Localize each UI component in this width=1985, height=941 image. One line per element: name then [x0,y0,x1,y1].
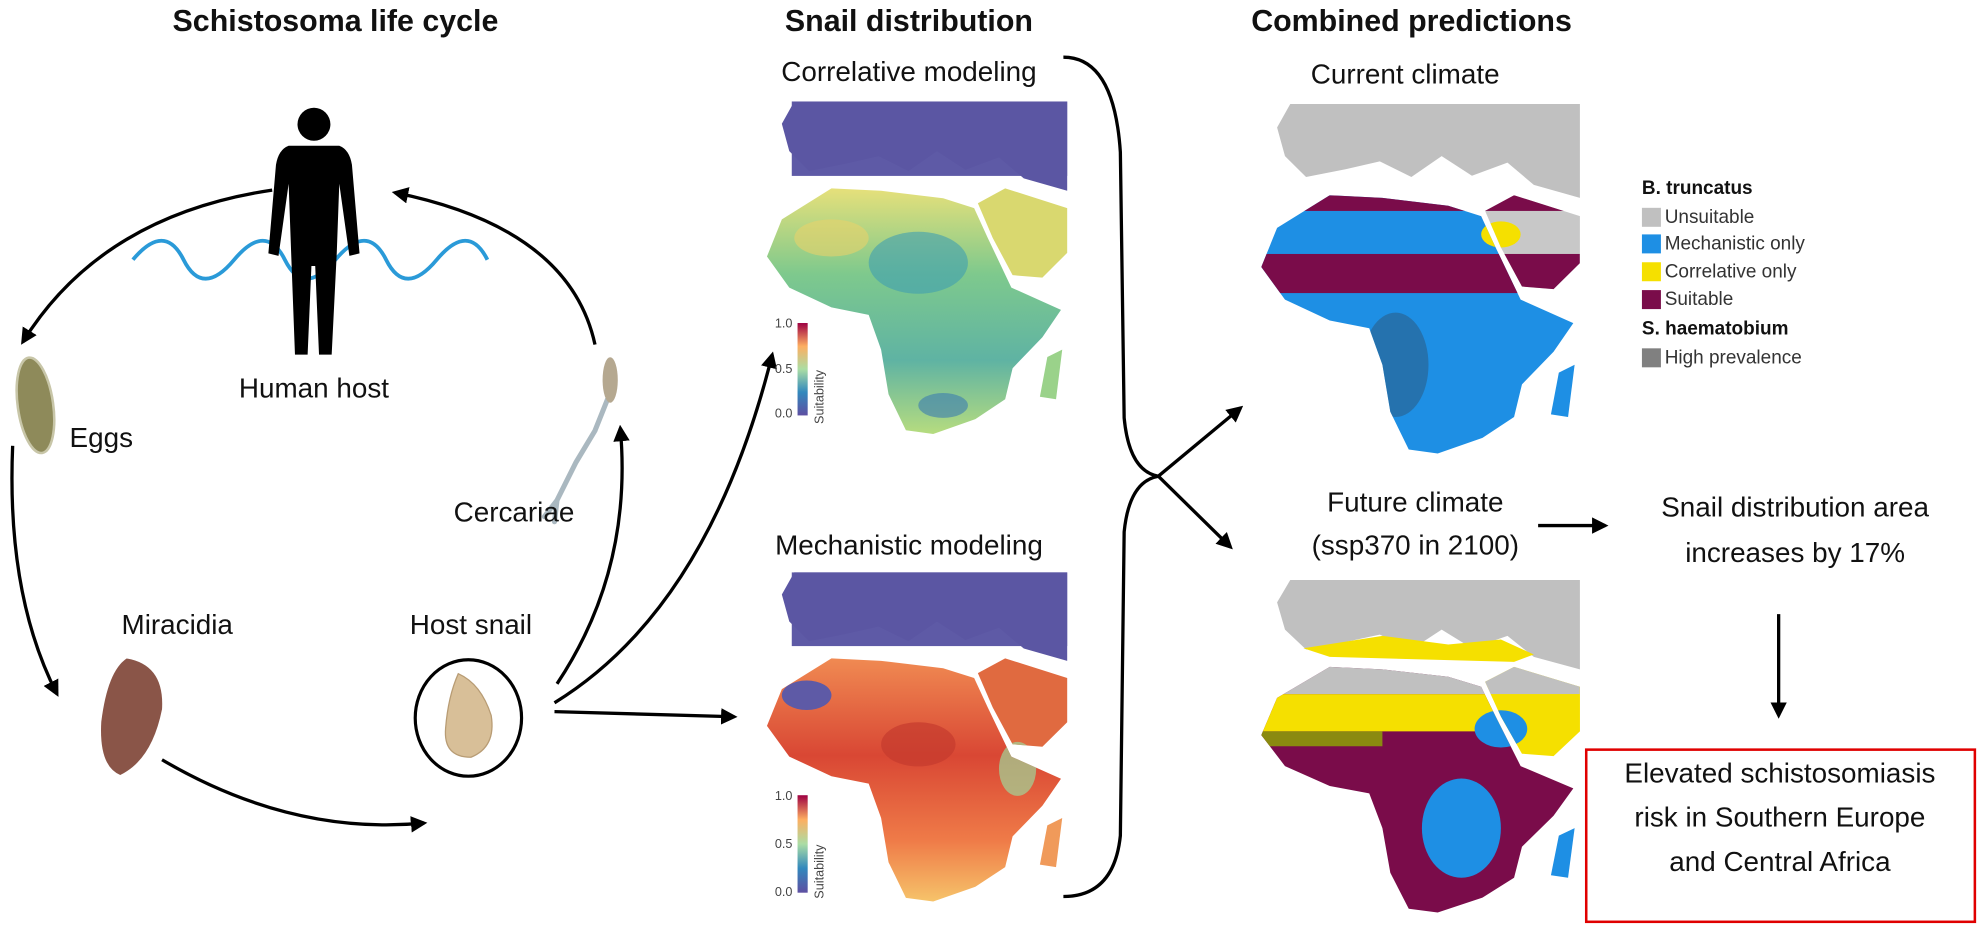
node-label: Human host [239,372,389,403]
conclusion-text: Elevated schistosomiasis [1624,757,1935,788]
colorbar: 1.0 0.5 0.0 Suitability [775,317,827,424]
node-label: Cercariae [454,497,575,528]
egg-icon [15,356,56,455]
arrow [554,708,738,725]
arrow [1157,405,1244,478]
colorbar-tick: 0.0 [775,885,793,899]
map-europe-south [1303,635,1534,662]
colorbar-bar [797,323,808,416]
arrow [1157,475,1233,550]
map-patches [1261,666,1580,878]
panel-label: Mechanistic modeling [775,529,1043,560]
node-label: Eggs [70,422,133,453]
map-correlative [766,101,1068,434]
conclusion-text: and Central Africa [1669,846,1891,877]
snail-circle [413,658,524,778]
colorbar-tick: 1.0 [775,789,793,803]
map-europe [781,572,1068,661]
map-madagascar [1550,364,1575,417]
arrow [161,758,428,833]
section-title: Schistosoma life cycle [173,4,499,38]
map-madagascar [1039,818,1063,868]
arrow [21,188,273,345]
arrow [555,424,630,685]
legend-label: Mechanistic only [1665,234,1806,255]
legend-title: B. truncatus [1642,178,1753,199]
conclusion-text: risk in Southern Europe [1634,802,1925,833]
legend-title: S. haematobium [1642,318,1789,339]
human-icon [268,107,360,355]
legend-swatch [1641,234,1661,254]
legend-swatch [1641,348,1661,368]
cercaria-icon [541,396,611,525]
colorbar-label: Suitability [813,369,827,424]
section-title: Snail distribution [785,4,1033,38]
colorbar-tick: 0.5 [775,837,793,851]
section-title: Combined predictions [1251,4,1572,38]
brace [1063,55,1159,899]
colorbar-label: Suitability [813,844,827,899]
legend: B. truncatus Unsuitable Mechanistic only… [1641,178,1806,368]
cercaria-head [602,357,618,403]
colorbar: 1.0 0.5 0.0 Suitability [775,789,827,899]
colorbar-tick: 1.0 [775,317,793,331]
arrow [391,187,597,345]
legend-swatch [1641,290,1661,310]
arrow [10,445,59,697]
finding-text: increases by 17% [1685,537,1905,568]
panel-label: Current climate [1311,59,1500,90]
map-europe [1277,104,1580,198]
panel-label: Correlative modeling [781,56,1036,87]
map-current [1261,104,1580,454]
legend-label: Suitable [1665,289,1734,310]
legend-label: High prevalence [1665,347,1802,368]
miracidium-icon [101,658,163,775]
snail-icon [444,672,493,758]
legend-swatch [1641,262,1661,282]
map-madagascar [1039,349,1063,400]
panel-label: (ssp370 in 2100) [1312,529,1519,560]
map-madagascar [1550,828,1575,878]
life-cycle: Human host Eggs Cercariae Miracidia Host… [10,107,778,833]
finding-text: Snail distribution area [1661,491,1929,522]
node-label: Host snail [410,609,532,640]
legend-label: Correlative only [1665,261,1797,282]
map-europe [781,101,1068,191]
node-label: Miracidia [122,609,234,640]
colorbar-bar [797,795,808,893]
legend-label: Unsuitable [1665,207,1755,228]
map-patches [794,219,968,418]
colorbar-tick: 0.0 [775,407,793,421]
legend-swatch [1641,207,1661,227]
colorbar-tick: 0.5 [775,362,793,376]
panel-label: Future climate [1327,486,1503,517]
map-future [1261,580,1580,913]
map-mechanistic [766,572,1068,902]
conclusion-box [1584,748,1977,924]
arrow [553,351,778,705]
map-patches [1261,195,1580,417]
